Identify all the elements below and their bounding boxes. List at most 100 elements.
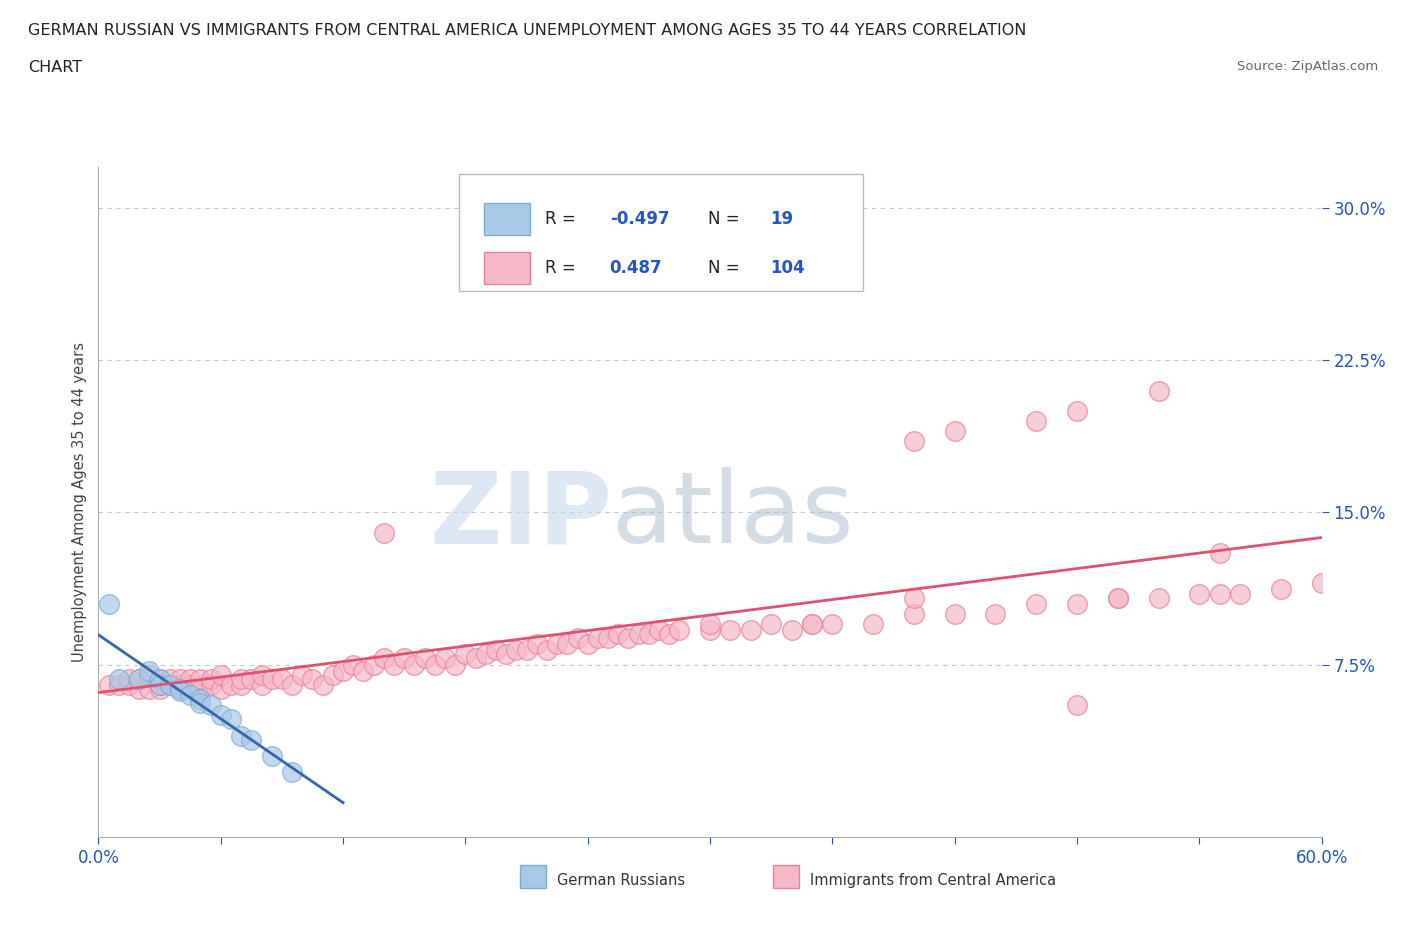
Text: N =: N = [707, 210, 744, 229]
Text: Immigrants from Central America: Immigrants from Central America [810, 873, 1056, 888]
Point [149, 682, 172, 697]
Text: N =: N = [707, 259, 744, 277]
Point [301, 671, 323, 686]
Y-axis label: Unemployment Among Ages 35 to 44 years: Unemployment Among Ages 35 to 44 years [72, 342, 87, 662]
Point [423, 658, 446, 672]
Point [188, 671, 212, 686]
Point [200, 677, 222, 692]
Point [128, 682, 150, 697]
FancyBboxPatch shape [460, 174, 863, 291]
Point [648, 622, 671, 637]
Point [352, 663, 374, 678]
Point [555, 637, 579, 652]
Point [617, 631, 640, 645]
Text: GERMAN RUSSIAN VS IMMIGRANTS FROM CENTRAL AMERICA UNEMPLOYMENT AMONG AGES 35 TO : GERMAN RUSSIAN VS IMMIGRANTS FROM CENTRA… [28, 23, 1026, 38]
Point [1188, 586, 1211, 601]
Point [322, 667, 344, 682]
Point [169, 671, 191, 686]
Point [332, 663, 354, 678]
Point [1270, 582, 1292, 597]
Point [188, 682, 212, 697]
Point [219, 711, 242, 726]
Point [495, 647, 517, 662]
Point [943, 606, 966, 621]
Point [240, 671, 263, 686]
Point [1147, 591, 1170, 605]
Point [1107, 591, 1129, 605]
Point [149, 671, 172, 686]
Text: 104: 104 [770, 259, 804, 277]
Point [699, 622, 721, 637]
Point [138, 667, 160, 682]
Text: CHART: CHART [28, 60, 82, 75]
Point [1310, 576, 1333, 591]
Point [200, 698, 222, 712]
Point [444, 658, 467, 672]
Point [209, 682, 232, 697]
Point [188, 692, 212, 707]
Point [138, 682, 160, 697]
Point [658, 627, 681, 642]
Point [118, 671, 141, 686]
Point [598, 631, 620, 645]
Point [169, 682, 191, 697]
Point [1209, 546, 1232, 561]
Point [404, 658, 426, 672]
Point [903, 434, 925, 449]
Point [485, 643, 508, 658]
Text: German Russians: German Russians [557, 873, 685, 888]
Point [363, 658, 385, 672]
Point [342, 658, 364, 672]
Point [128, 671, 150, 686]
Point [118, 677, 141, 692]
Point [128, 671, 150, 686]
Point [1147, 383, 1170, 398]
Point [984, 606, 1007, 621]
Point [761, 617, 783, 631]
Text: R =: R = [546, 210, 581, 229]
Point [801, 617, 824, 631]
Point [159, 677, 181, 692]
Point [943, 424, 966, 439]
Point [567, 631, 589, 645]
Point [1066, 596, 1088, 611]
Point [586, 631, 609, 645]
Text: -0.497: -0.497 [610, 210, 669, 229]
Text: R =: R = [546, 259, 581, 277]
Text: 19: 19 [770, 210, 793, 229]
Text: Source: ZipAtlas.com: Source: ZipAtlas.com [1237, 60, 1378, 73]
Point [1209, 586, 1232, 601]
Point [291, 667, 314, 682]
Point [516, 643, 538, 658]
Point [169, 682, 191, 697]
Point [209, 667, 232, 682]
Point [108, 677, 131, 692]
Point [260, 749, 283, 764]
Point [718, 622, 742, 637]
Point [1025, 414, 1047, 429]
Point [159, 677, 181, 692]
Point [627, 627, 650, 642]
Point [281, 677, 304, 692]
Point [97, 677, 120, 692]
Point [179, 677, 201, 692]
Point [464, 651, 486, 666]
FancyBboxPatch shape [484, 252, 530, 284]
Point [903, 606, 925, 621]
Point [231, 671, 253, 686]
Point [270, 671, 294, 686]
Point [231, 728, 253, 743]
Point [1229, 586, 1251, 601]
Point [312, 677, 335, 692]
Point [260, 671, 283, 686]
Point [373, 651, 395, 666]
Point [1025, 596, 1047, 611]
Point [740, 622, 762, 637]
Point [97, 596, 120, 611]
Point [281, 764, 304, 779]
Point [200, 671, 222, 686]
Point [607, 627, 630, 642]
Point [231, 677, 253, 692]
Point [780, 622, 803, 637]
Point [169, 677, 191, 692]
